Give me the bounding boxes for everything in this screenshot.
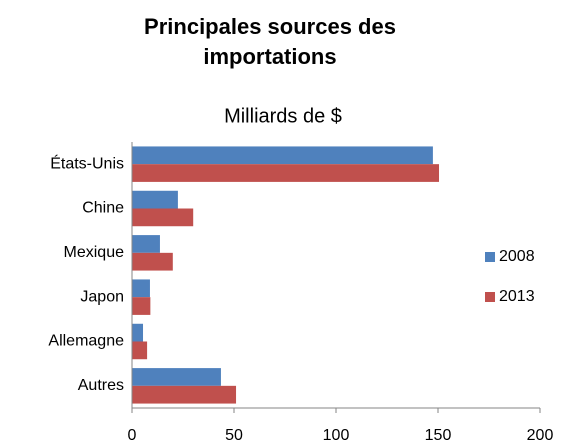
bar: [132, 368, 221, 386]
bar: [132, 341, 148, 360]
x-tick-label: 200: [527, 427, 554, 443]
bar: [132, 164, 440, 182]
bar: [132, 252, 173, 271]
bar: [132, 297, 151, 315]
y-tick-label: Chine: [82, 200, 124, 217]
legend-label: 2013: [499, 288, 535, 305]
bar: [132, 190, 178, 209]
legend-swatch: [485, 292, 495, 302]
bar: [132, 146, 433, 165]
legend-label: 2008: [499, 248, 535, 265]
x-tick-label: 0: [128, 427, 137, 443]
y-tick-label: Autres: [78, 377, 124, 394]
chart-subtitle: Milliards de $: [224, 105, 342, 127]
y-tick-label: Mexique: [64, 244, 125, 261]
legend-swatch: [485, 252, 495, 262]
y-tick-label: Japon: [80, 288, 124, 305]
x-tick-label: 50: [225, 427, 243, 443]
chart-title: Principales sources des importations: [144, 14, 396, 69]
bar: [132, 385, 237, 404]
bar: [132, 279, 150, 298]
y-tick-label: Allemagne: [48, 333, 124, 350]
y-tick-label: États-Unis: [50, 153, 124, 172]
bar: [132, 208, 194, 227]
bar: [132, 235, 160, 253]
x-tick-label: 150: [425, 427, 452, 443]
x-tick-label: 100: [323, 427, 350, 443]
bar: [132, 323, 144, 342]
